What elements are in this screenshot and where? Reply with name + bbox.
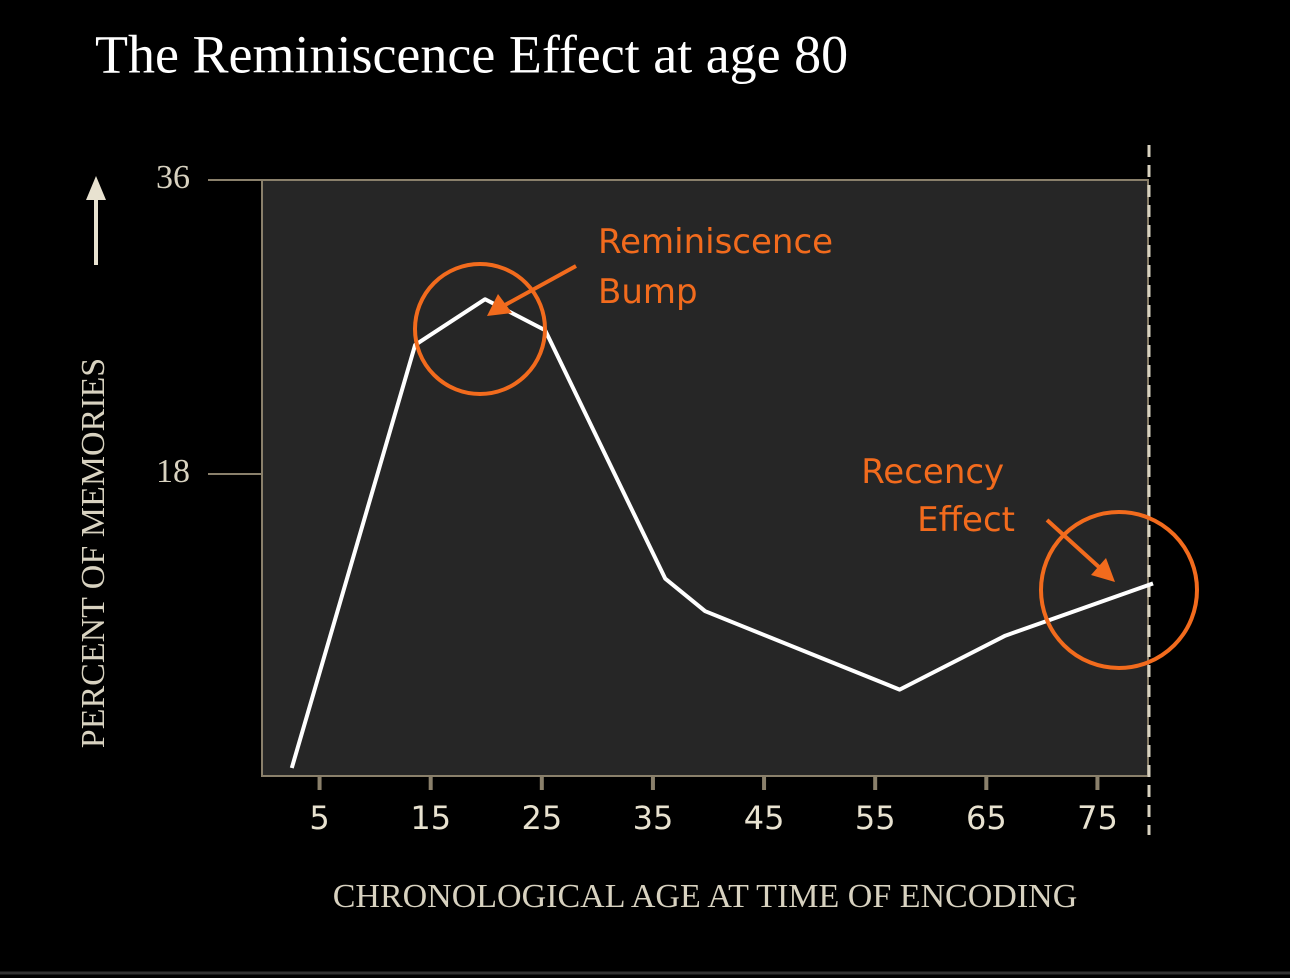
data-line: [289, 297, 1154, 769]
x-tick-label: 65: [966, 799, 1007, 837]
annotation-text: Reminiscence Bump: [598, 222, 844, 312]
x-tick-label: 75: [1077, 799, 1118, 837]
y-arrow: [86, 176, 106, 265]
x-tick-label: 15: [410, 799, 451, 837]
annotation-bump: Reminiscence Bump: [413, 222, 844, 396]
x-axis-label: CHRONOLOGICAL AGE AT TIME OF ENCODING: [333, 878, 1078, 915]
x-tick-label: 35: [633, 799, 674, 837]
y-tick-label: 18: [156, 453, 190, 490]
x-tick-label: 55: [855, 799, 896, 837]
annotation-recency: Recency Effect: [861, 452, 1199, 670]
plot-area: [261, 179, 1149, 777]
annotation-text: Recency Effect: [861, 452, 1015, 540]
chart-title: The Reminiscence Effect at age 80: [95, 24, 848, 84]
arrow-head: [1091, 558, 1115, 582]
y-tick-label: 36: [156, 159, 190, 196]
arrow-head: [487, 294, 512, 316]
arrow-shaft: [1045, 518, 1102, 570]
x-tick-label: 45: [744, 799, 785, 837]
x-tick-label: 5: [309, 799, 329, 837]
highlight-circle: [413, 262, 547, 396]
arrow-shaft: [504, 264, 577, 307]
y-axis-label: PERCENT OF MEMORIES: [75, 358, 112, 748]
arrow-head: [86, 176, 106, 200]
highlight-circle: [1039, 510, 1199, 670]
x-tick-label: 25: [521, 799, 562, 837]
marks: 18 36 5 15 25 35 45 55 65 75: [156, 159, 1154, 837]
